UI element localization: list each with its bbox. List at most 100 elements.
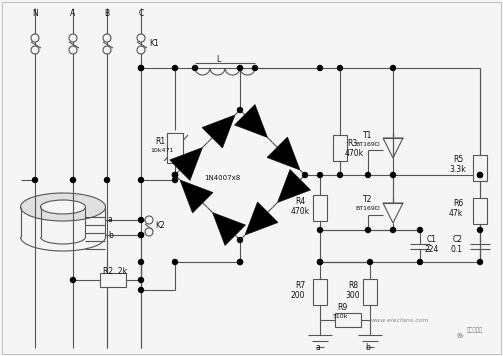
Circle shape [417,227,423,232]
Text: R7: R7 [295,281,305,289]
Circle shape [138,218,143,222]
Circle shape [366,227,371,232]
Circle shape [253,66,258,70]
Circle shape [390,227,395,232]
Polygon shape [245,202,278,235]
Bar [313,279,327,305]
Circle shape [137,46,145,54]
Text: C2: C2 [453,235,463,244]
Circle shape [237,260,242,265]
Circle shape [70,277,75,283]
Text: BT169D: BT169D [355,141,380,147]
Circle shape [237,108,242,112]
Text: 510k: 510k [333,314,349,319]
Circle shape [390,66,395,70]
Bar [473,198,487,224]
Circle shape [338,173,343,178]
Circle shape [103,34,111,42]
Text: b: b [366,344,370,352]
Text: 10k471: 10k471 [150,148,174,153]
Text: 470k: 470k [345,148,364,157]
Ellipse shape [21,193,106,221]
Text: 470k: 470k [291,208,310,216]
Text: T2: T2 [363,195,372,204]
Circle shape [317,227,322,232]
Circle shape [173,173,178,178]
Circle shape [70,178,75,183]
Circle shape [31,34,39,42]
Circle shape [173,173,178,178]
Text: R6: R6 [453,199,463,209]
Circle shape [237,260,242,265]
Circle shape [138,232,143,237]
Circle shape [477,260,482,265]
Text: L: L [216,56,220,64]
Circle shape [33,178,38,183]
Text: a: a [315,344,320,352]
Bar [473,155,487,181]
Circle shape [69,46,77,54]
Text: K1: K1 [149,40,159,48]
Circle shape [173,66,178,70]
Bar [363,279,377,305]
Text: B: B [105,10,110,19]
Circle shape [138,277,143,283]
Text: R9: R9 [337,304,347,313]
Circle shape [138,66,143,70]
Circle shape [302,173,307,178]
Circle shape [317,66,322,70]
Circle shape [138,288,143,293]
Circle shape [173,178,178,183]
Polygon shape [212,213,245,245]
Bar [100,273,126,287]
Text: BT169D: BT169D [355,206,380,211]
Circle shape [237,66,242,70]
Text: A: A [70,10,75,19]
Text: 300: 300 [345,290,360,299]
Circle shape [69,34,77,42]
Text: 200: 200 [291,290,305,299]
Text: K2: K2 [155,221,165,230]
Polygon shape [267,137,300,170]
Text: R4: R4 [295,198,305,206]
Circle shape [105,178,110,183]
Circle shape [138,66,143,70]
Text: C: C [138,10,144,19]
Text: b: b [108,230,113,240]
Circle shape [477,173,482,178]
Circle shape [390,173,395,178]
Circle shape [317,173,322,178]
Circle shape [317,260,322,265]
Circle shape [338,66,343,70]
Polygon shape [202,115,235,148]
Text: www.elecfans.com: www.elecfans.com [371,318,430,323]
Text: 电子发烧友: 电子发烧友 [467,327,483,333]
Circle shape [145,216,153,224]
Polygon shape [277,170,310,203]
Polygon shape [170,147,203,180]
Text: N: N [32,10,38,19]
Text: a: a [108,215,113,225]
Circle shape [138,178,143,183]
Circle shape [103,46,111,54]
Circle shape [477,173,482,178]
Circle shape [138,260,143,265]
Polygon shape [234,105,268,138]
Circle shape [173,173,178,178]
Bar [313,195,327,221]
Polygon shape [180,180,213,213]
Text: R1: R1 [155,137,165,147]
Text: 47k: 47k [449,209,463,219]
Circle shape [417,260,423,265]
Circle shape [366,173,371,178]
Circle shape [145,228,153,236]
Text: 0.1: 0.1 [451,245,463,253]
Text: 3.3k: 3.3k [449,166,466,174]
Text: R5: R5 [453,156,463,164]
Bar [333,135,347,161]
Circle shape [477,227,482,232]
Bar [335,313,361,327]
Circle shape [137,34,145,42]
Text: 224: 224 [425,245,440,253]
Text: 1N4007x8: 1N4007x8 [204,175,240,181]
